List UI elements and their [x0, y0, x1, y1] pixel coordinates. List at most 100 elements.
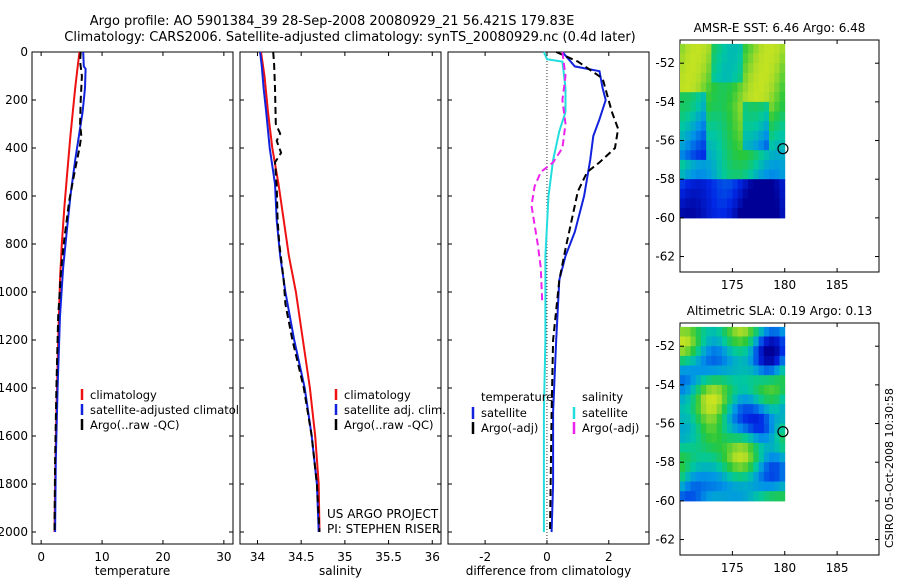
heatmap-cell [685, 375, 691, 386]
heatmap-cell [727, 442, 733, 454]
heatmap-cell [695, 208, 702, 219]
heatmap-cell [753, 346, 759, 357]
salinity-panel: 34 34.5 35 35.5 36 salinity climatologysatelli… [239, 51, 446, 578]
heatmap-cell [753, 404, 759, 415]
heatmap-cell [737, 452, 744, 463]
y-tick-label: 800 [5, 237, 28, 251]
heatmap-cell [706, 208, 712, 219]
heatmap-cell [695, 111, 702, 122]
heatmap-cell [680, 72, 686, 84]
heatmap-cell [706, 491, 712, 502]
heatmap-cell [742, 491, 749, 502]
heatmap-cell [732, 442, 739, 454]
heatmap-cell [706, 92, 712, 103]
heatmap-cell [763, 101, 770, 113]
heatmap-cell [716, 423, 723, 434]
x-tick-label: 35.5 [375, 550, 402, 564]
heatmap-cell [774, 159, 780, 171]
heatmap-cell [769, 452, 775, 463]
heatmap-cell [779, 111, 786, 122]
heatmap-cell [737, 159, 744, 171]
heatmap-cell [758, 384, 765, 396]
heatmap-cell [753, 82, 759, 93]
heatmap-cell [774, 462, 780, 473]
heatmap-cell [748, 53, 754, 64]
heatmap-cell [711, 471, 718, 483]
heatmap-cell [680, 326, 686, 338]
heatmap-cell [711, 394, 718, 405]
heatmap-cell [721, 365, 728, 376]
heatmap-cell [753, 375, 759, 386]
heatmap-cell [742, 336, 749, 347]
heatmap-cell [774, 452, 780, 463]
heatmap-cell [732, 326, 739, 338]
heatmap-cell [779, 150, 786, 161]
heatmap-cell [706, 413, 712, 425]
heatmap-cell [758, 452, 765, 463]
heatmap-cell [758, 82, 765, 93]
heatmap-cell [774, 43, 780, 55]
heatmap-cell [737, 384, 744, 396]
heatmap-cell [763, 63, 770, 74]
x-tick-label: 30 [216, 550, 231, 564]
heatmap-cell [737, 375, 744, 386]
heatmap-cell [721, 375, 728, 386]
heatmap-cell [748, 140, 754, 151]
heatmap-cell [732, 355, 739, 367]
heatmap-cell [737, 471, 744, 483]
heatmap-cell [748, 336, 754, 347]
heatmap-cell [737, 72, 744, 84]
heatmap-cell [680, 92, 686, 103]
heatmap-cell [727, 346, 733, 357]
heatmap-cell [732, 462, 739, 473]
heatmap-cell [737, 442, 744, 454]
heatmap-cell [758, 179, 765, 190]
legend-label: Argo(..raw -QC) [90, 418, 180, 432]
y-tick-label: -62 [655, 250, 675, 264]
heatmap-cell [680, 394, 686, 405]
heatmap-cell [685, 433, 691, 444]
heatmap-cell [753, 326, 759, 338]
heatmap-cell [690, 336, 697, 347]
heatmap-cell [753, 169, 759, 180]
heatmap-cell [685, 140, 691, 151]
heatmap-cell [690, 481, 697, 492]
heatmap-cell [727, 150, 733, 161]
heatmap-cell [680, 471, 686, 483]
heatmap-cell [774, 384, 780, 396]
heatmap-cell [685, 384, 691, 396]
temperature-panel: 0 200 400 600 800 1000 1200 1400 1600 1800 2000 0 10… [0, 45, 260, 578]
heatmap-cell [753, 159, 759, 171]
heatmap-cell [774, 188, 780, 200]
heatmap-cells [680, 326, 786, 502]
credit-pi: PI: STEPHEN RISER [327, 522, 441, 536]
heatmap-cell [732, 471, 739, 483]
heatmap-cell [732, 433, 739, 444]
heatmap-cell [748, 121, 754, 132]
heatmap-cell [737, 169, 744, 180]
heatmap-cell [748, 92, 754, 103]
heatmap-cell [727, 101, 733, 113]
heatmap-cell [763, 413, 770, 425]
heatmap-cell [680, 481, 686, 492]
heatmap-cell [779, 198, 786, 209]
heatmap-cell [685, 150, 691, 161]
heatmap-cell [690, 188, 697, 200]
legend-label: satellite [481, 406, 527, 420]
heatmap-cell [700, 375, 707, 386]
heatmap-cell [742, 394, 749, 405]
heatmap-cell [711, 208, 718, 219]
heatmap-cell [685, 452, 691, 463]
heatmap-cell [695, 384, 702, 396]
heatmap-cell [742, 433, 749, 444]
heatmap-cell [716, 394, 723, 405]
y-tick-label: 1800 [0, 477, 28, 491]
y-tick-label: 1200 [0, 333, 28, 347]
heatmap-cell [758, 433, 765, 444]
heatmap-cell [742, 121, 749, 132]
heatmap-cell [680, 355, 686, 367]
heatmap-cell [690, 355, 697, 367]
heatmap-cell [685, 63, 691, 74]
heatmap-cell [700, 179, 707, 190]
heatmap-cell [748, 159, 754, 171]
